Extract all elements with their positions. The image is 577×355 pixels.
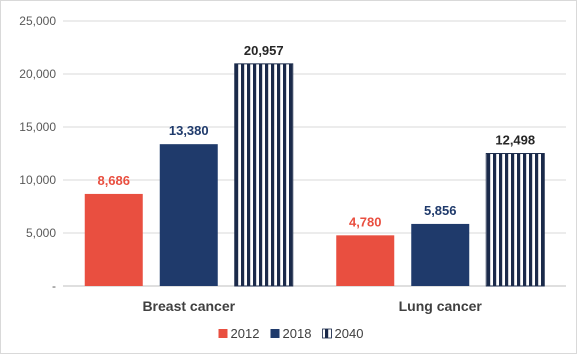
bar-2018-breast-cancer bbox=[159, 144, 218, 286]
bar-2012-breast-cancer bbox=[84, 193, 143, 286]
legend-item-2012: 2012 bbox=[218, 326, 260, 341]
legend-swatch bbox=[218, 329, 228, 338]
data-label: 8,686 bbox=[97, 173, 130, 188]
data-labels: 8,686 13,380 20,957 4,780 5,856 12,498 bbox=[97, 43, 535, 229]
data-label: 5,856 bbox=[424, 203, 457, 218]
y-tick-label: 15,000 bbox=[19, 120, 56, 134]
legend-item-2040: 2040 bbox=[322, 326, 364, 341]
y-tick-label: 20,000 bbox=[19, 67, 56, 81]
data-label: 20,957 bbox=[244, 43, 284, 58]
y-tick-label: 25,000 bbox=[19, 14, 56, 28]
y-tick-label: - bbox=[52, 279, 56, 293]
bar-2018-lung-cancer bbox=[411, 223, 470, 286]
y-tick-label: 5,000 bbox=[26, 226, 56, 240]
gridlines bbox=[63, 20, 566, 287]
bar-2040-lung-cancer bbox=[485, 153, 545, 287]
data-label: 12,498 bbox=[495, 133, 535, 148]
y-tick-label: 10,000 bbox=[19, 173, 56, 187]
legend-swatch bbox=[270, 329, 280, 338]
data-label: 13,380 bbox=[169, 123, 209, 138]
category-labels: Breast cancer Lung cancer bbox=[142, 298, 482, 314]
category-label: Breast cancer bbox=[142, 298, 235, 314]
bar-2012-lung-cancer bbox=[336, 235, 395, 286]
data-label: 4,780 bbox=[349, 214, 382, 229]
category-label: Lung cancer bbox=[399, 298, 483, 314]
legend: 2012 2018 2040 bbox=[218, 326, 364, 341]
legend-label: 2040 bbox=[335, 326, 364, 341]
legend-item-2018: 2018 bbox=[270, 326, 312, 341]
legend-label: 2018 bbox=[283, 326, 312, 341]
bars bbox=[84, 63, 545, 287]
legend-label: 2012 bbox=[231, 326, 260, 341]
y-axis-tick-labels: - 5,000 10,000 15,000 20,000 25,000 bbox=[19, 14, 56, 293]
legend-swatch bbox=[322, 328, 332, 339]
bar-2040-breast-cancer bbox=[234, 63, 294, 287]
